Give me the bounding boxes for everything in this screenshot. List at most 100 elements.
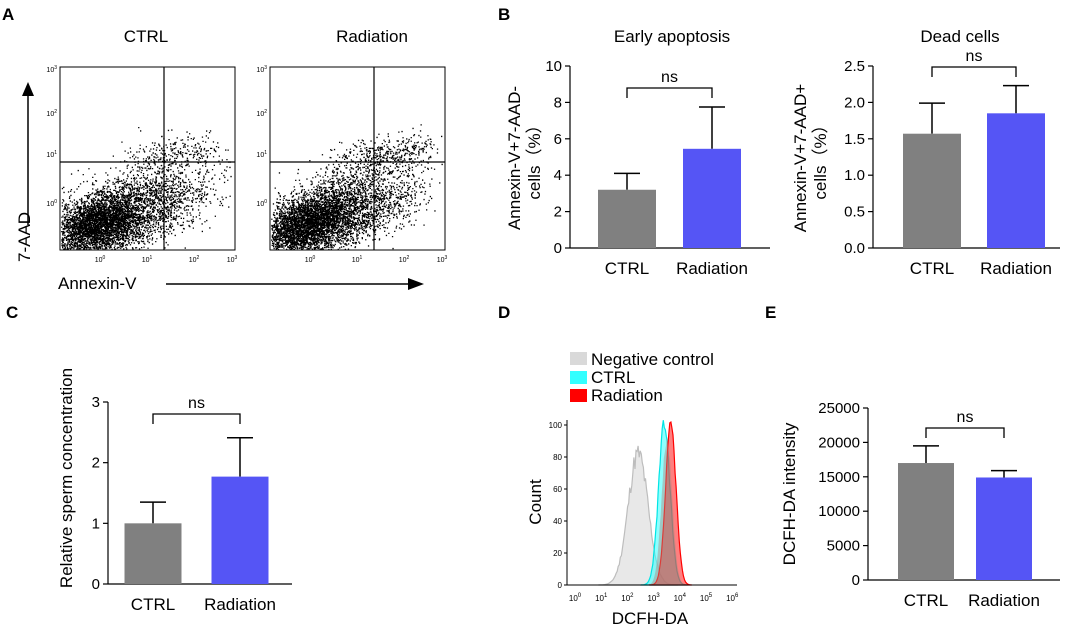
y-tick-label: 3	[92, 394, 100, 411]
chart-b1-title: Early apoptosis	[614, 27, 730, 46]
hist-ylabel: Count	[526, 479, 545, 525]
chart-e-ylabel: DCFH-DA intensity	[780, 422, 799, 565]
hist-tick-labels: 0 20 40 60 80 100 100 101 102 103 104 105 106	[549, 421, 739, 603]
y-tick-label: 60	[553, 485, 562, 494]
y-tick-label: 103	[256, 65, 267, 74]
y-tick-label: 4	[554, 167, 562, 184]
x-tick-label: CTRL	[131, 595, 175, 614]
y-tick-label: 0	[92, 576, 100, 593]
y-tick-label: 2.0	[844, 94, 865, 111]
y-tick-label: 0	[558, 581, 563, 590]
legend-ctrl: CTRL	[591, 368, 635, 387]
x-tick-label: CTRL	[910, 259, 954, 278]
chart-sperm-concentration: 0 1 2 3 CTRL Radiation ns	[92, 394, 292, 614]
y-tick-label: 20	[553, 549, 562, 558]
x-arrow-head	[408, 278, 424, 290]
chart-early-apoptosis: 0 2 4 6 8 10 CTRL Radiation ns	[545, 58, 770, 278]
legend-swatch-negative	[570, 352, 587, 365]
y-tick-label: 2.5	[844, 58, 865, 75]
bar-radiation	[976, 477, 1032, 580]
x-tick-label: 106	[726, 593, 739, 603]
y-tick-label: 102	[46, 109, 57, 118]
chart-dead-cells: 0.0 0.5 1.0 1.5 2.0 2.5 CTRL Radiation ns	[844, 48, 1060, 278]
significance-bracket	[925, 427, 1005, 438]
flow-plot-radiation-frame	[269, 66, 446, 251]
y-tick-label: 6	[554, 131, 562, 148]
y-tick-label: 25000	[818, 400, 860, 417]
x-tick-label: 101	[352, 255, 363, 264]
y-tick-label: 1.5	[844, 131, 865, 148]
panel-letter-a: A	[2, 5, 14, 24]
significance-label: ns	[966, 48, 983, 65]
bar-ctrl	[124, 523, 182, 584]
y-tick-label: 101	[46, 150, 57, 159]
y-tick-label: 0.5	[844, 204, 865, 221]
y-tick-label: 101	[256, 150, 267, 159]
y-tick-label: 103	[46, 65, 57, 74]
y-tick-label: 0	[554, 240, 562, 257]
flow-xlabel: Annexin-V	[58, 274, 137, 293]
flow-ylabel: 7-AAD	[15, 212, 34, 262]
y-tick-label: 102	[256, 109, 267, 118]
bar-ctrl	[598, 189, 656, 248]
panel-letter-b: B	[498, 5, 510, 24]
chart-b1-ylabel-2: cells（%）	[525, 116, 544, 199]
x-tick-label: Radiation	[676, 259, 748, 278]
x-tick-label: Radiation	[968, 591, 1040, 610]
chart-b2-ylabel-1: Annexin-V+7-AAD+	[791, 84, 810, 232]
x-tick-label: Radiation	[980, 259, 1052, 278]
panel-letter-e: E	[765, 303, 776, 322]
y-tick-label: 100	[46, 199, 57, 208]
bar-ctrl	[898, 463, 954, 580]
flow-dots-radiation	[271, 124, 443, 251]
y-arrow-head	[22, 82, 34, 96]
events	[271, 124, 443, 251]
significance-label: ns	[957, 409, 974, 426]
y-tick-label: 40	[553, 517, 562, 526]
x-tick-label: CTRL	[904, 591, 948, 610]
legend-radiation: Radiation	[591, 386, 663, 405]
y-tick-label: 15000	[818, 469, 860, 486]
x-tick-label: 105	[700, 593, 713, 603]
x-tick-label: 100	[95, 255, 106, 264]
y-tick-label: 2	[92, 455, 100, 472]
y-tick-label: 80	[553, 453, 562, 462]
flow-tick-labels: 100 101 102 103 100 101 102 103 100 101 102 103 100 1…	[46, 65, 447, 264]
x-tick-label: Radiation	[204, 595, 276, 614]
chart-dcfh-intensity: 0 5000 10000 15000 20000 25000 CTRL Radiation ns	[818, 400, 1060, 610]
chart-c-ylabel: Relative sperm concentration	[57, 368, 76, 588]
y-tick-label: 5000	[827, 538, 860, 555]
histogram-radiation	[649, 420, 692, 586]
panel-a: CTRL Radiation 100 101 102 1031001011021031…	[15, 27, 448, 293]
y-tick-label: 8	[554, 94, 562, 111]
y-tick-label: 1	[92, 515, 100, 532]
x-tick-label: 100	[305, 255, 316, 264]
x-tick-label: 104	[674, 593, 687, 603]
y-tick-label: 20000	[818, 434, 860, 451]
y-tick-label: 100	[256, 199, 267, 208]
panel-d: Negative control CTRL Radiation 0 20 40 60 8…	[526, 350, 739, 628]
y-tick-label: 100	[549, 421, 563, 430]
y-tick-label: 10	[545, 58, 562, 75]
x-tick-label: 102	[189, 255, 200, 264]
significance-bracket	[931, 66, 1017, 77]
panel-letter-d: D	[498, 303, 510, 322]
y-tick-label: 0	[852, 572, 860, 589]
panel-letter-c: C	[6, 303, 18, 322]
chart-b2-title: Dead cells	[920, 27, 999, 46]
flow-title-ctrl: CTRL	[124, 27, 168, 46]
significance-bracket	[152, 413, 241, 424]
legend-swatch-radiation	[570, 389, 587, 402]
x-tick-label: 103	[437, 255, 448, 264]
x-tick-label: 102	[621, 593, 634, 603]
hist-xlabel: DCFH-DA	[612, 609, 689, 628]
flow-plot-ctrl-frame	[59, 66, 236, 251]
flow-dots-ctrl	[61, 127, 232, 251]
y-tick-label: 1.0	[844, 167, 865, 184]
x-tick-label: 102	[399, 255, 410, 264]
y-tick-label: 2	[554, 204, 562, 221]
y-tick-label: 10000	[818, 503, 860, 520]
significance-bracket	[626, 87, 713, 98]
events	[61, 127, 232, 251]
